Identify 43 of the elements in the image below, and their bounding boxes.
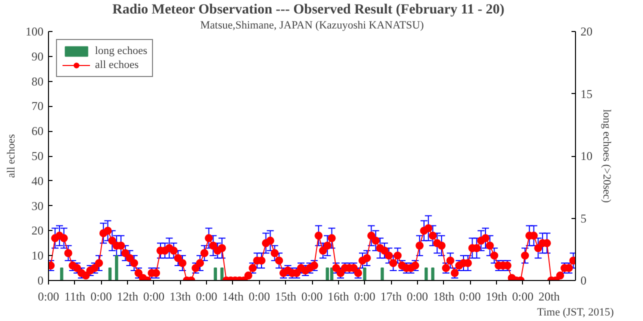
y-tick-label: 80	[32, 74, 44, 88]
y-tick-label: 100	[26, 24, 44, 38]
y2-tick-label: 15	[580, 86, 592, 101]
y-tick-label: 0	[38, 274, 44, 288]
x-tick-label: 11th	[64, 290, 86, 304]
x-tick-label: 0:00	[354, 290, 376, 304]
y-tick-label: 40	[32, 174, 44, 188]
x-tick-label: 14th	[222, 290, 244, 304]
y2-axis-title: long echoes (>20sec)	[600, 109, 612, 204]
y-tick-label: 70	[32, 99, 44, 114]
x-tick-label: 0:00	[248, 290, 270, 304]
x-tick-label: 0:00	[196, 290, 218, 304]
legend-label: long echoes	[95, 45, 148, 57]
legend-label: all echoes	[95, 59, 139, 71]
y2-tick-label: 10	[580, 149, 592, 163]
y-tick-label: 10	[32, 248, 44, 263]
x-tick-label: 13th	[170, 290, 191, 304]
x-tick-label: 15th	[274, 290, 296, 304]
x-tick-label: 0:00	[459, 290, 481, 304]
y-tick-label: 50	[32, 149, 44, 163]
x-tick-label: 16th	[328, 290, 350, 304]
y-tick-label: 20	[32, 224, 44, 238]
y2-tick-label: 5	[580, 211, 586, 226]
chart-title: Radio Meteor Observation --- Observed Result (February 11 - 20)	[112, 2, 505, 18]
x-tick-label: 0:00	[406, 290, 428, 304]
y-tick-label: 30	[32, 198, 44, 213]
chart-subtitle: Matsue,Shimane, JAPAN (Kazuyoshi KANATSU)	[200, 20, 424, 32]
y-tick-label: 60	[32, 124, 44, 138]
x-tick-label: 0:00	[90, 290, 112, 304]
x-tick-label: 0:00	[512, 290, 534, 304]
y-axis-title: all echoes	[6, 134, 18, 178]
x-tick-label: 20th	[538, 290, 560, 304]
y2-tick-label: 0	[580, 274, 586, 288]
y2-tick-label: 20	[580, 24, 592, 38]
x-tick-label: 12th	[116, 290, 138, 304]
y-tick-label: 90	[32, 49, 44, 64]
x-tick-label: 0:00	[38, 290, 60, 304]
x-tick-label: 18th	[433, 290, 454, 304]
x-tick-label: 0:00	[143, 290, 165, 304]
x-axis-title: Time (JST, 2015)	[537, 306, 614, 318]
x-tick-label: 17th	[380, 290, 402, 304]
x-tick-label: 19th	[486, 290, 508, 304]
x-tick-label: 0:00	[301, 290, 323, 304]
